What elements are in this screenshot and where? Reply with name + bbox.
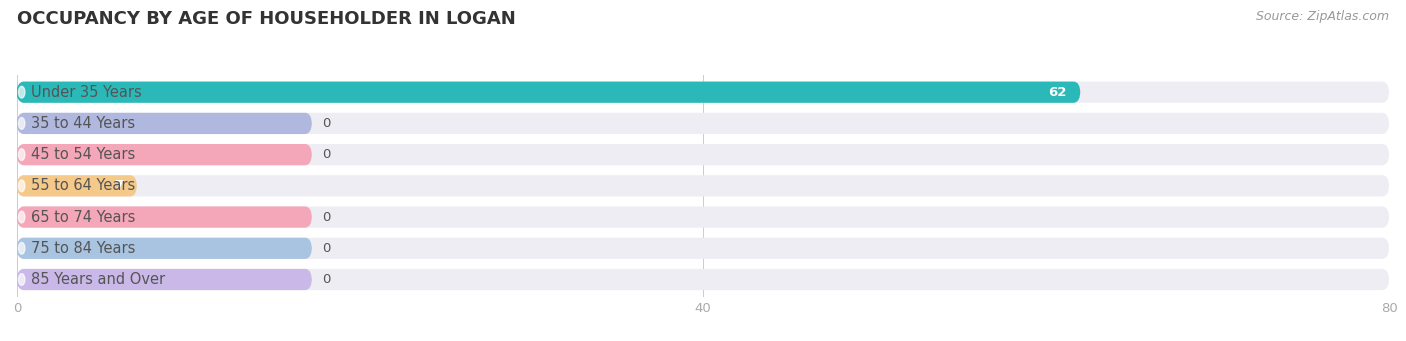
Text: 85 Years and Over: 85 Years and Over: [31, 272, 166, 287]
Text: 0: 0: [322, 117, 330, 130]
Text: 0: 0: [322, 273, 330, 286]
FancyBboxPatch shape: [17, 238, 1389, 259]
Circle shape: [18, 242, 25, 254]
Text: Source: ZipAtlas.com: Source: ZipAtlas.com: [1256, 10, 1389, 23]
Text: 75 to 84 Years: 75 to 84 Years: [31, 241, 135, 256]
Circle shape: [18, 211, 25, 223]
FancyBboxPatch shape: [17, 175, 136, 196]
FancyBboxPatch shape: [17, 81, 1389, 103]
Circle shape: [17, 84, 27, 100]
FancyBboxPatch shape: [17, 144, 312, 165]
FancyBboxPatch shape: [17, 269, 312, 290]
FancyBboxPatch shape: [17, 81, 1080, 103]
Circle shape: [18, 86, 25, 98]
Circle shape: [17, 240, 27, 256]
Text: 0: 0: [322, 148, 330, 161]
Text: 45 to 54 Years: 45 to 54 Years: [31, 147, 135, 162]
Text: 55 to 64 Years: 55 to 64 Years: [31, 178, 135, 193]
FancyBboxPatch shape: [17, 238, 312, 259]
Circle shape: [18, 118, 25, 129]
Circle shape: [17, 115, 27, 132]
FancyBboxPatch shape: [17, 269, 1389, 290]
FancyBboxPatch shape: [17, 144, 1389, 165]
Text: 65 to 74 Years: 65 to 74 Years: [31, 210, 135, 225]
Text: 0: 0: [322, 210, 330, 224]
Circle shape: [17, 147, 27, 163]
Circle shape: [17, 209, 27, 225]
FancyBboxPatch shape: [17, 175, 1389, 196]
Circle shape: [18, 149, 25, 161]
Text: Under 35 Years: Under 35 Years: [31, 85, 142, 100]
Text: 35 to 44 Years: 35 to 44 Years: [31, 116, 135, 131]
FancyBboxPatch shape: [17, 206, 312, 228]
Circle shape: [17, 271, 27, 287]
FancyBboxPatch shape: [17, 206, 1389, 228]
Text: 7: 7: [114, 179, 124, 192]
FancyBboxPatch shape: [17, 113, 312, 134]
FancyBboxPatch shape: [17, 113, 1389, 134]
Text: OCCUPANCY BY AGE OF HOUSEHOLDER IN LOGAN: OCCUPANCY BY AGE OF HOUSEHOLDER IN LOGAN: [17, 10, 516, 28]
Circle shape: [18, 274, 25, 285]
Text: 62: 62: [1049, 86, 1067, 99]
Circle shape: [18, 180, 25, 192]
Circle shape: [17, 178, 27, 194]
Text: 0: 0: [322, 242, 330, 255]
